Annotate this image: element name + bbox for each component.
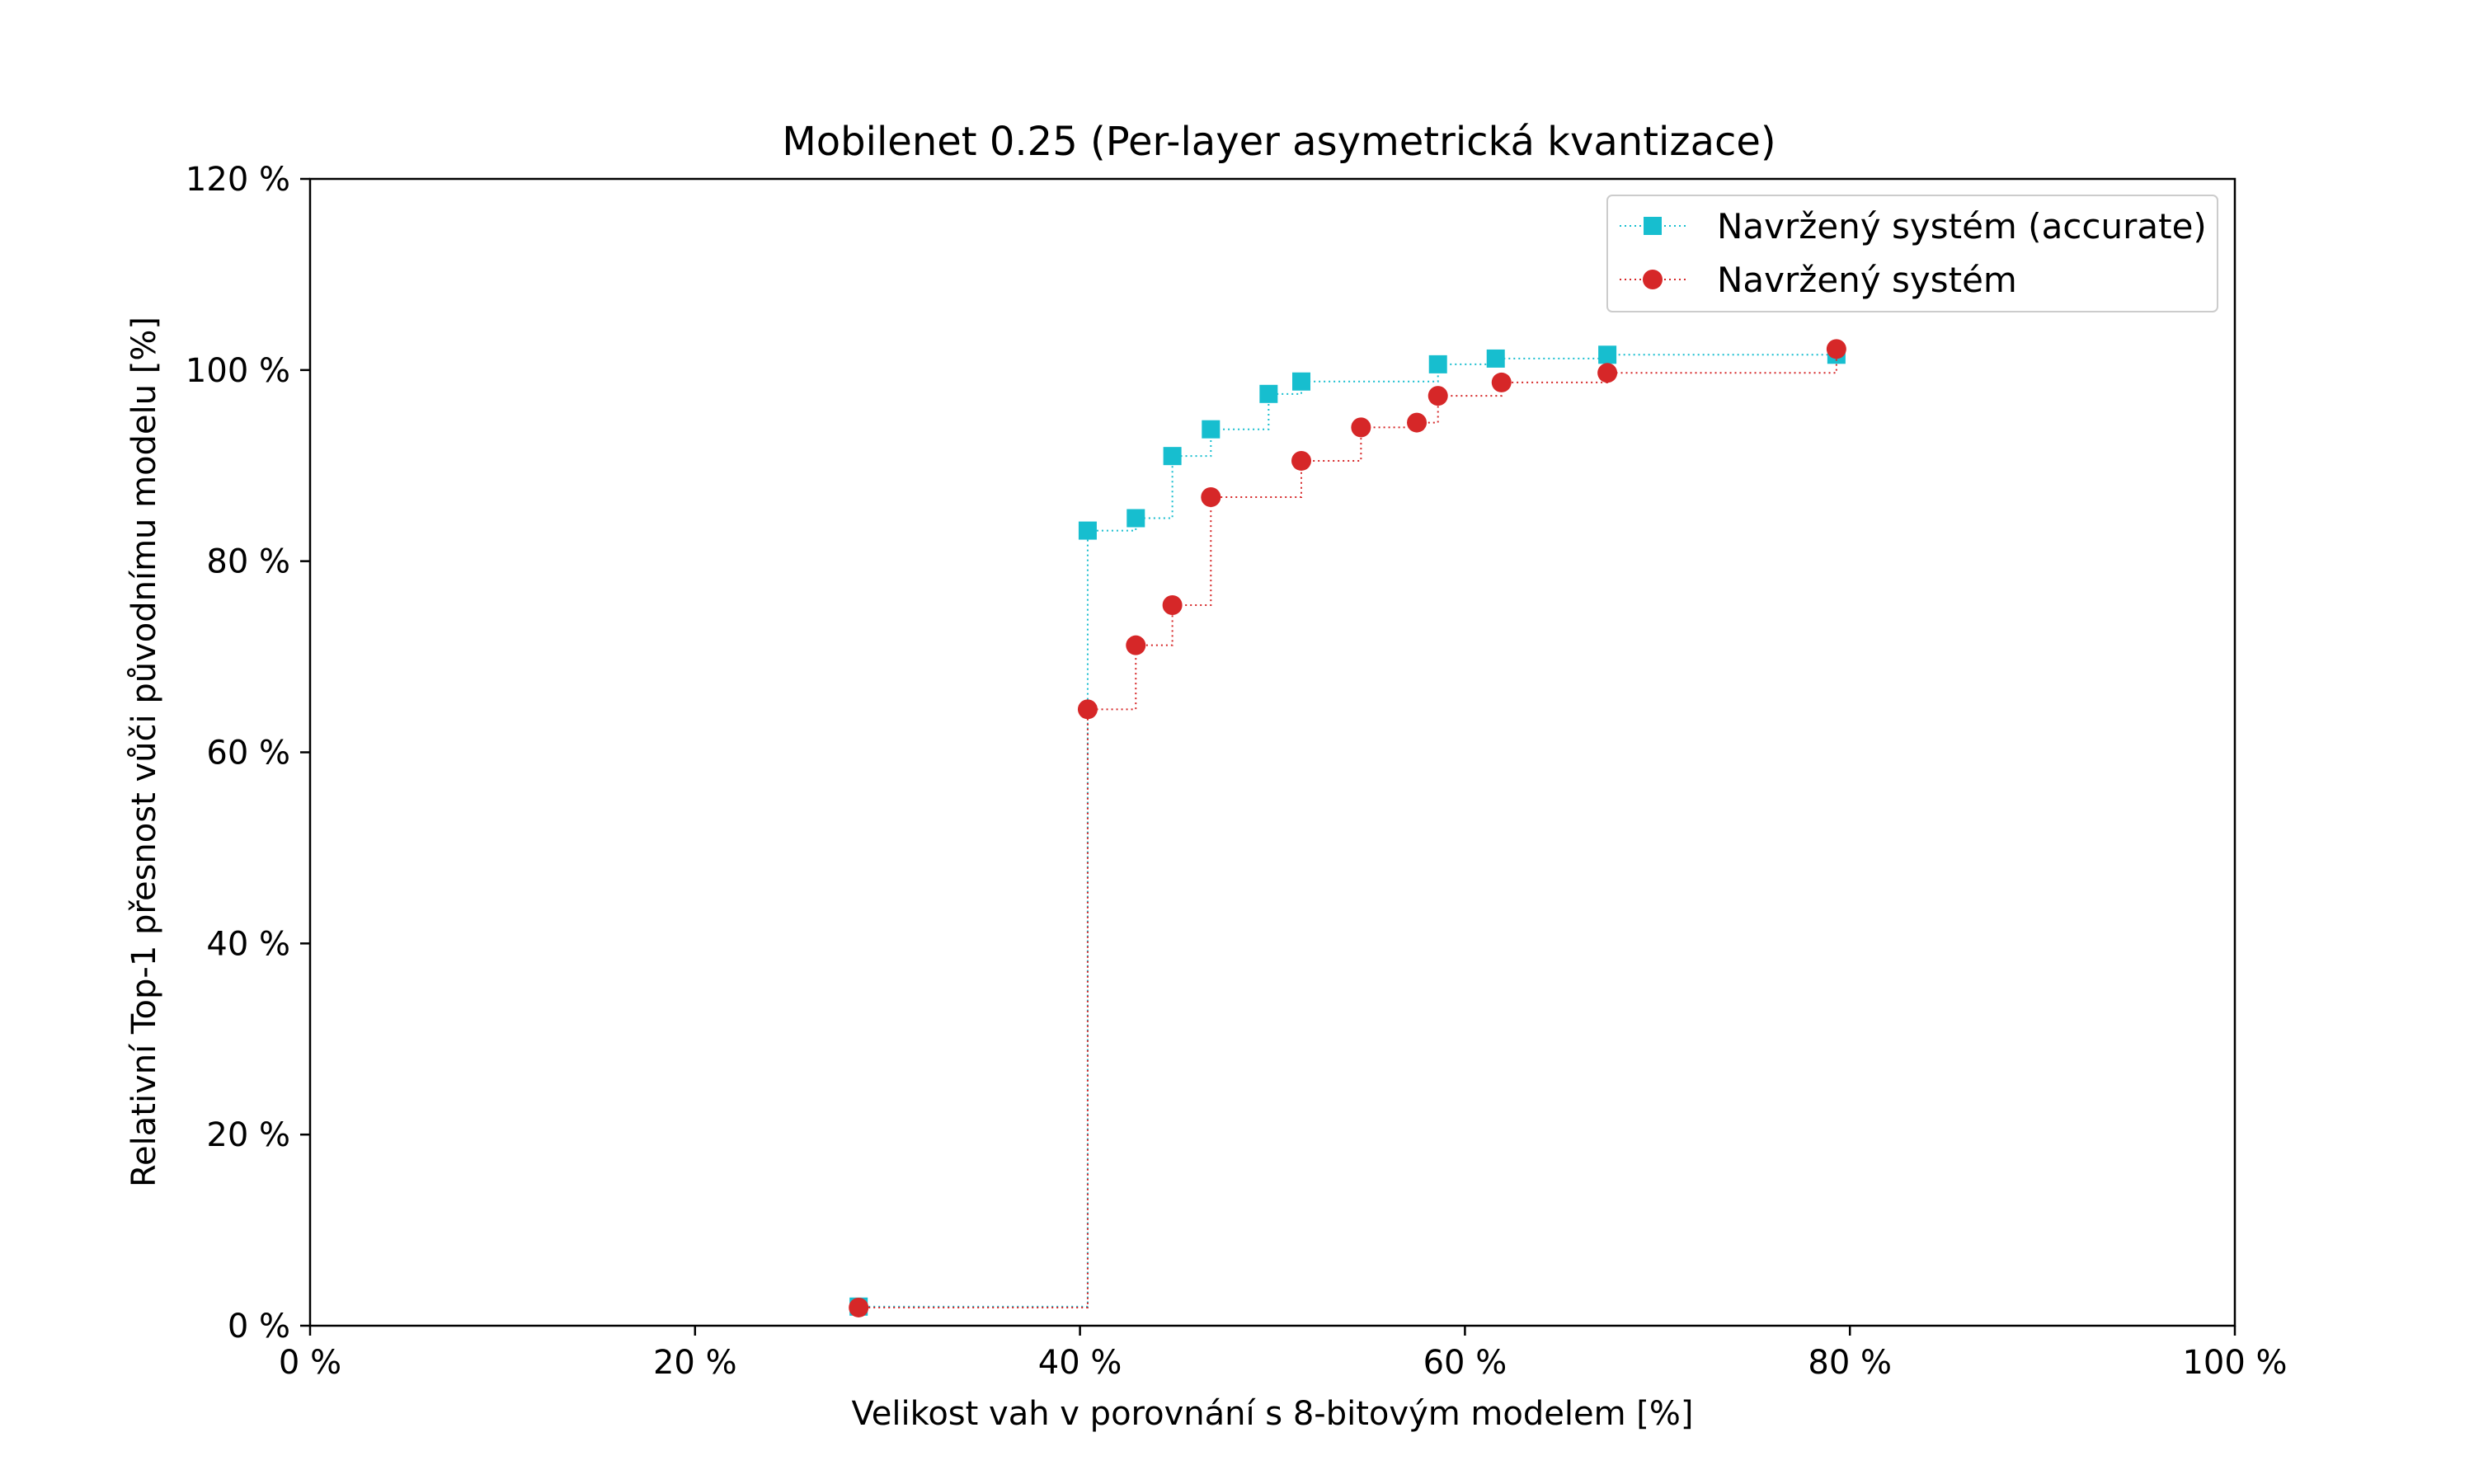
x-tick-label: 60 % (1423, 1344, 1507, 1382)
data-point (1826, 339, 1846, 359)
y-tick-label: 120 % (186, 161, 290, 199)
data-point (1428, 355, 1447, 373)
data-point (1491, 372, 1512, 392)
y-axis-label: Relativní Top-1 přesnost vůči původnímu … (125, 317, 163, 1187)
series-1 (849, 339, 1846, 1317)
data-point (1427, 386, 1448, 406)
data-point (1292, 372, 1311, 391)
y-axis: 0 % 20 % 40 % 60 % 80 % 100 % 120 % (186, 161, 310, 1345)
plot-area (849, 339, 1846, 1317)
data-point (1259, 384, 1278, 403)
legend-marker (1643, 270, 1663, 289)
x-axis: 0 % 20 % 40 % 60 % 80 % 100 % (279, 1326, 2288, 1382)
legend: Navržený systém (accurate) Navržený systé… (1606, 195, 2218, 312)
data-point (1078, 521, 1097, 540)
y-tick-label: 80 % (206, 543, 290, 581)
legend-box (1606, 195, 2218, 312)
data-point (1163, 447, 1182, 466)
data-point (1291, 450, 1312, 471)
legend-marker (1644, 217, 1662, 235)
x-tick-label: 40 % (1038, 1344, 1122, 1382)
data-point (1162, 594, 1183, 615)
data-point (1407, 412, 1427, 433)
y-tick-label: 20 % (206, 1116, 290, 1154)
data-point (1126, 509, 1145, 528)
x-tick-label: 20 % (653, 1344, 737, 1382)
series-line (858, 349, 1837, 1308)
data-point (1077, 699, 1098, 720)
x-tick-label: 100 % (2182, 1344, 2287, 1382)
legend-label: Navržený systém (1717, 260, 2017, 300)
legend-label: Navržený systém (accurate) (1717, 206, 2207, 247)
data-point (1597, 363, 1618, 383)
x-tick-label: 80 % (1808, 1344, 1892, 1382)
data-point (1126, 635, 1146, 655)
data-point (1351, 417, 1371, 438)
data-point (849, 1297, 869, 1317)
data-point (1201, 487, 1221, 508)
x-axis-label: Velikost vah v porovnání s 8-bitovým mod… (852, 1395, 1694, 1433)
y-tick-label: 0 % (228, 1308, 290, 1345)
y-tick-label: 40 % (206, 925, 290, 963)
y-tick-label: 100 % (186, 352, 290, 390)
y-tick-label: 60 % (206, 735, 290, 773)
x-tick-label: 0 % (279, 1344, 341, 1382)
chart-title: Mobilenet 0.25 (Per-layer asymetrická kv… (782, 119, 1776, 165)
data-point (1486, 349, 1505, 368)
data-point (1202, 420, 1221, 439)
data-point (1598, 345, 1617, 364)
